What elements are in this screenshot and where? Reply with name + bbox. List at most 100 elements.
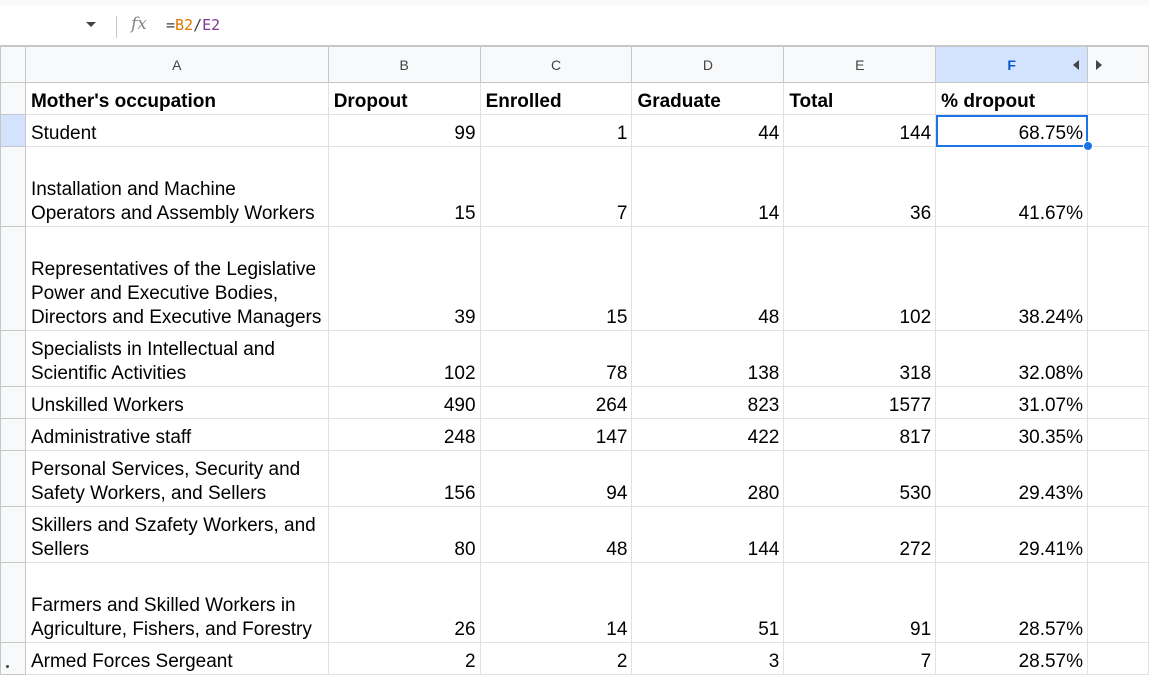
row-header[interactable]	[0, 82, 26, 115]
cell-total[interactable]: 817	[783, 418, 937, 451]
cell-pct-dropout[interactable]: 29.43%	[935, 450, 1089, 507]
row-header[interactable]	[0, 330, 26, 387]
cell-enrolled[interactable]: 15	[479, 226, 633, 331]
cell-graduate[interactable]: 823	[631, 386, 785, 419]
cell-empty[interactable]	[1087, 330, 1149, 387]
cell-total[interactable]: 144	[783, 114, 937, 147]
fill-handle[interactable]	[1083, 141, 1093, 151]
cell-enrolled[interactable]: 78	[479, 330, 633, 387]
cell-empty[interactable]	[1087, 146, 1149, 227]
cell-pct-dropout[interactable]: 30.35%	[935, 418, 1089, 451]
cell-header-dropout[interactable]: Dropout	[327, 82, 481, 115]
cell-dropout[interactable]: 80	[327, 506, 481, 563]
column-scroll-right-icon[interactable]	[1096, 60, 1102, 70]
row-header[interactable]	[0, 418, 26, 451]
cell-dropout[interactable]: 248	[327, 418, 481, 451]
row-header[interactable]	[0, 146, 26, 227]
cell-enrolled[interactable]: 94	[479, 450, 633, 507]
cell-graduate[interactable]: 48	[631, 226, 785, 331]
cell-enrolled[interactable]: 2	[479, 642, 633, 675]
row-header[interactable]	[0, 114, 26, 147]
cell-enrolled[interactable]: 264	[479, 386, 633, 419]
cell-header-pct-dropout[interactable]: % dropout	[935, 82, 1089, 115]
row-header[interactable]	[0, 226, 26, 331]
cell-graduate[interactable]: 3	[631, 642, 785, 675]
cell-total[interactable]: 7	[783, 642, 937, 675]
cell-empty[interactable]	[1087, 506, 1149, 563]
cell-graduate[interactable]: 280	[631, 450, 785, 507]
cell-total[interactable]: 1577	[783, 386, 937, 419]
cell-graduate[interactable]: 44	[631, 114, 785, 147]
active-cell-pct-dropout[interactable]: 68.75%	[935, 114, 1089, 147]
cell-occupation[interactable]: Specialists in Intellectual and Scientif…	[24, 330, 329, 387]
cell-header-graduate[interactable]: Graduate	[631, 82, 785, 115]
cell-total[interactable]: 530	[783, 450, 937, 507]
cell-graduate[interactable]: 51	[631, 562, 785, 643]
column-header-b[interactable]: B	[327, 46, 481, 83]
column-header-e[interactable]: E	[783, 46, 937, 83]
row-header[interactable]	[0, 386, 26, 419]
cell-pct-dropout[interactable]: 31.07%	[935, 386, 1089, 419]
cell-dropout[interactable]: 15	[327, 146, 481, 227]
cell-empty[interactable]	[1087, 82, 1149, 115]
cell-pct-dropout[interactable]: 28.57%	[935, 562, 1089, 643]
cell-occupation[interactable]: Installation and Machine Operators and A…	[24, 146, 329, 227]
cell-enrolled[interactable]: 147	[479, 418, 633, 451]
cell-occupation[interactable]: Unskilled Workers	[24, 386, 329, 419]
cell-total[interactable]: 102	[783, 226, 937, 331]
cell-header-enrolled[interactable]: Enrolled	[479, 82, 633, 115]
row-header[interactable]	[0, 450, 26, 507]
cell-occupation[interactable]: Skillers and Szafety Workers, and Seller…	[24, 506, 329, 563]
cell-pct-dropout[interactable]: 29.41%	[935, 506, 1089, 563]
row-resize-handle-icon[interactable]	[6, 665, 9, 668]
formula-input[interactable]: =B2/E2	[166, 16, 220, 34]
cell-dropout[interactable]: 490	[327, 386, 481, 419]
cell-empty[interactable]	[1087, 450, 1149, 507]
cell-occupation[interactable]: Farmers and Skilled Workers in Agricultu…	[24, 562, 329, 643]
cell-empty[interactable]	[1087, 418, 1149, 451]
cell-occupation[interactable]: Student	[24, 114, 329, 147]
select-all-corner[interactable]	[0, 46, 26, 83]
cell-occupation[interactable]: Personal Services, Security and Safety W…	[24, 450, 329, 507]
cell-pct-dropout[interactable]: 41.67%	[935, 146, 1089, 227]
cell-enrolled[interactable]: 7	[479, 146, 633, 227]
cell-graduate[interactable]: 144	[631, 506, 785, 563]
cell-dropout[interactable]: 26	[327, 562, 481, 643]
column-scroll-left-icon[interactable]	[1073, 60, 1079, 70]
cell-dropout[interactable]: 39	[327, 226, 481, 331]
cell-dropout[interactable]: 99	[327, 114, 481, 147]
row-header[interactable]	[0, 562, 26, 643]
cell-dropout[interactable]: 102	[327, 330, 481, 387]
cell-header-occupation[interactable]: Mother's occupation	[24, 82, 329, 115]
cell-occupation[interactable]: Administrative staff	[24, 418, 329, 451]
name-box-dropdown-icon[interactable]	[86, 22, 96, 27]
cell-graduate[interactable]: 138	[631, 330, 785, 387]
column-header-a[interactable]: A	[24, 46, 329, 83]
column-header-c[interactable]: C	[479, 46, 633, 83]
cell-graduate[interactable]: 422	[631, 418, 785, 451]
cell-dropout[interactable]: 156	[327, 450, 481, 507]
cell-header-total[interactable]: Total	[783, 82, 937, 115]
cell-empty[interactable]	[1087, 642, 1149, 675]
cell-occupation[interactable]: Representatives of the Legislative Power…	[24, 226, 329, 331]
cell-pct-dropout[interactable]: 28.57%	[935, 642, 1089, 675]
cell-enrolled[interactable]: 1	[479, 114, 633, 147]
column-header-d[interactable]: D	[631, 46, 785, 83]
cell-total[interactable]: 272	[783, 506, 937, 563]
cell-pct-dropout[interactable]: 38.24%	[935, 226, 1089, 331]
cell-graduate[interactable]: 14	[631, 146, 785, 227]
cell-total[interactable]: 36	[783, 146, 937, 227]
cell-total[interactable]: 318	[783, 330, 937, 387]
row-header[interactable]	[0, 642, 26, 675]
cell-enrolled[interactable]: 14	[479, 562, 633, 643]
cell-occupation[interactable]: Armed Forces Sergeant	[24, 642, 329, 675]
cell-empty[interactable]	[1087, 226, 1149, 331]
cell-total[interactable]: 91	[783, 562, 937, 643]
cell-pct-dropout[interactable]: 32.08%	[935, 330, 1089, 387]
column-header-f[interactable]: F	[935, 46, 1089, 83]
cell-empty[interactable]	[1087, 114, 1149, 147]
cell-empty[interactable]	[1087, 386, 1149, 419]
row-header[interactable]	[0, 506, 26, 563]
cell-dropout[interactable]: 2	[327, 642, 481, 675]
cell-empty[interactable]	[1087, 562, 1149, 643]
